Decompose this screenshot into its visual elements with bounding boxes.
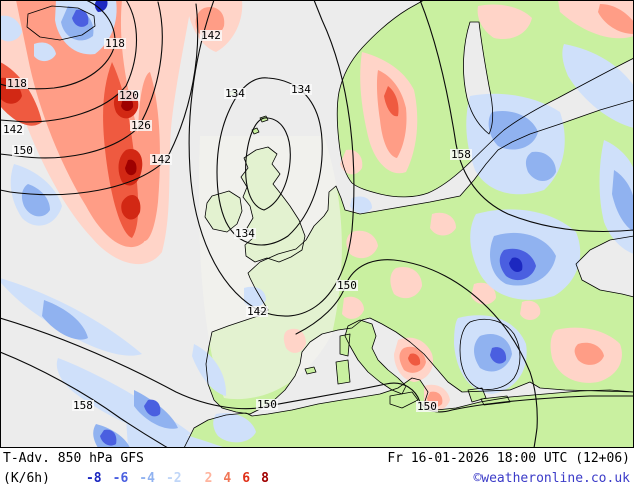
- contour-label: 158: [72, 399, 94, 412]
- scale-value: -8: [85, 471, 102, 486]
- footer-row-1: T-Adv. 850 hPa GFS Fr 16-01-2026 18:00 U…: [3, 451, 630, 466]
- map-title: T-Adv. 850 hPa GFS: [3, 451, 144, 466]
- scale-value: -6: [112, 471, 129, 486]
- contour-label: 120: [118, 89, 140, 102]
- scale-value: 4: [223, 471, 232, 486]
- contour-label: 150: [12, 144, 34, 157]
- footer-row-2: (K/6h) -8 -6 -4 -2 2 4 6 8 ©weatheronline.co.uk: [3, 471, 630, 486]
- contour-label: 150: [416, 400, 438, 413]
- weather-map: 118 142 134 134 118 120 126 142 150 142 134 150 142 1…: [0, 0, 634, 448]
- contour-label: 134: [234, 227, 256, 240]
- copyright: ©weatheronline.co.uk: [473, 471, 630, 486]
- contour-label: 134: [290, 83, 312, 96]
- unit-label: (K/6h): [3, 471, 50, 486]
- contour-label: 126: [130, 119, 152, 132]
- pale-region-overlay: [198, 136, 342, 400]
- contour-label: 134: [224, 87, 246, 100]
- contour-label: 142: [150, 153, 172, 166]
- warm-advection-layer: [0, 0, 634, 411]
- scale-value: -2: [165, 471, 182, 486]
- map-datetime: Fr 16-01-2026 18:00 UTC (12+06): [387, 451, 630, 466]
- scale-value: 8: [261, 471, 269, 486]
- contour-label: 142: [2, 123, 24, 136]
- scale-value: 6: [242, 471, 251, 486]
- contour-label: 150: [256, 398, 278, 411]
- contour-label: 118: [6, 77, 28, 90]
- contour-label: 150: [336, 279, 358, 292]
- advection-scale: -8 -6 -4 -2 2 4 6 8: [86, 471, 269, 486]
- contour-label: 118: [104, 37, 126, 50]
- contour-label: 158: [450, 148, 472, 161]
- scale-value: 2: [204, 471, 213, 486]
- contour-label: 142: [200, 29, 222, 42]
- contour-label: 142: [246, 305, 268, 318]
- map-canvas: [0, 0, 634, 448]
- footer: T-Adv. 850 hPa GFS Fr 16-01-2026 18:00 U…: [0, 448, 634, 490]
- cold-advection-layer: [0, 0, 634, 448]
- scale-value: -4: [139, 471, 155, 486]
